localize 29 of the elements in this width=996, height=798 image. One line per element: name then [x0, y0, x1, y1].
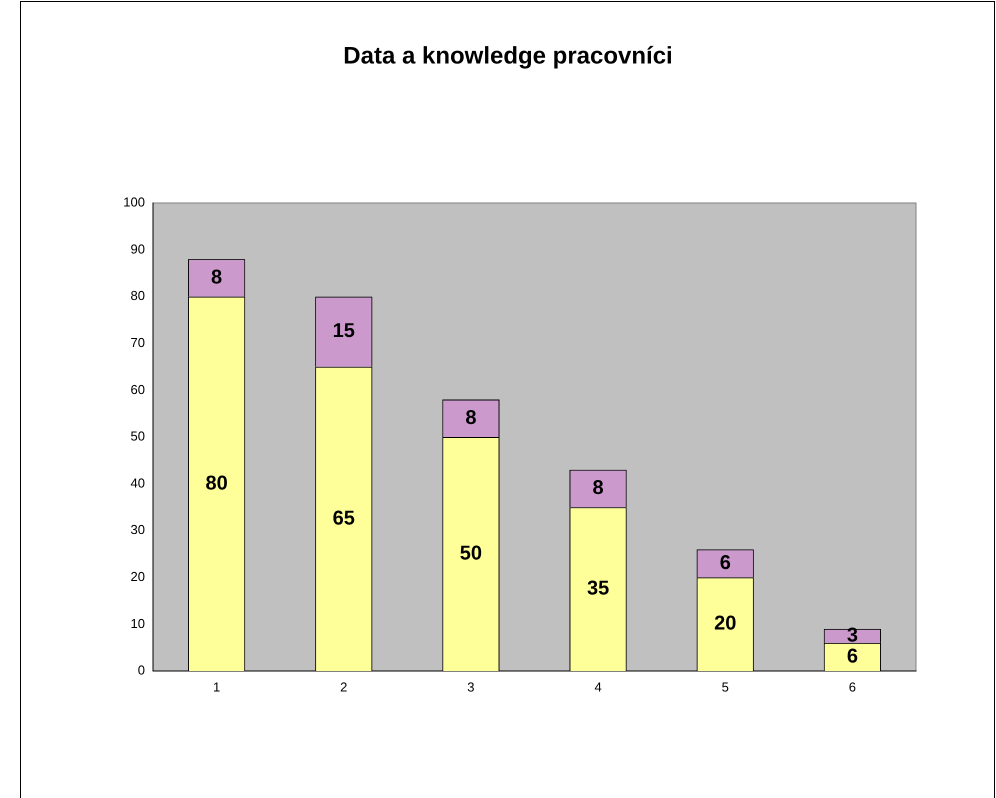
y-tick-label: 20 — [130, 568, 145, 584]
x-tick-label: 5 — [722, 679, 729, 694]
y-tick-label: 0 — [138, 662, 145, 678]
data-label: 35 — [586, 578, 610, 600]
y-tick-label: 100 — [123, 194, 145, 210]
data-label: 8 — [592, 476, 604, 499]
y-tick-label: 60 — [130, 382, 145, 397]
y-tick-label: 40 — [130, 475, 145, 490]
y-tick-label: 80 — [130, 288, 145, 304]
chart-title: Data a knowledge pracovníci — [343, 42, 673, 70]
x-tick-label: 6 — [848, 679, 856, 694]
y-tick-label: 70 — [130, 334, 145, 350]
data-label: 6 — [846, 645, 858, 668]
data-label: 8 — [465, 406, 476, 429]
data-label: 65 — [332, 507, 355, 530]
y-tick-label: 90 — [130, 241, 145, 256]
data-label: 15 — [332, 320, 355, 342]
x-tick-label: 1 — [212, 679, 220, 694]
data-label: 20 — [714, 612, 736, 635]
y-tick-label: 50 — [130, 428, 145, 444]
data-label: 50 — [460, 542, 482, 565]
y-tick-label: 10 — [130, 616, 145, 631]
data-label: 6 — [720, 552, 731, 574]
data-label: 80 — [205, 472, 228, 494]
x-tick-label: 4 — [594, 679, 602, 694]
y-tick-label: 30 — [130, 522, 145, 538]
data-label: 8 — [211, 266, 222, 288]
x-tick-label: 3 — [467, 679, 475, 694]
x-tick-label: 2 — [340, 679, 348, 694]
